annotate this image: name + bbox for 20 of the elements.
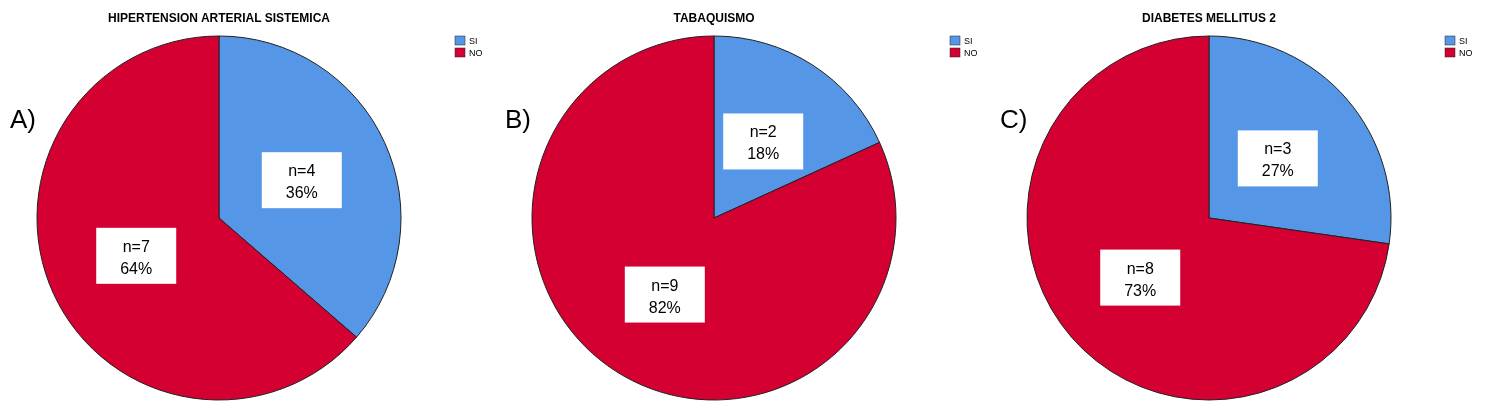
text: C) xyxy=(1000,104,1028,134)
legend-label: NO xyxy=(964,48,978,58)
data-label: n=7 64% xyxy=(120,237,153,277)
legend-label: SI xyxy=(469,36,478,46)
chart-title: DIABETES MELLITUS 2 xyxy=(1141,11,1277,25)
data-label: n=2 18% xyxy=(747,123,780,163)
legend-label: SI xyxy=(1459,36,1468,46)
data-label: n=3 27% xyxy=(1261,140,1294,180)
text: A) xyxy=(10,104,36,134)
text: B) xyxy=(505,104,531,134)
legend-label: NO xyxy=(469,48,483,58)
data-label: n=4 36% xyxy=(285,162,318,202)
data-label: n=8 73% xyxy=(1124,259,1157,299)
chart-title: TABAQUISMO xyxy=(673,11,755,25)
legend-label: SI xyxy=(964,36,973,46)
data-label: n=9 82% xyxy=(648,276,681,316)
legend-label: NO xyxy=(1459,48,1473,58)
pie-slice xyxy=(1026,35,1390,401)
chart-title: HIPERTENSION ARTERIAL SISTEMICA xyxy=(107,11,331,25)
pie-slice xyxy=(531,35,897,401)
